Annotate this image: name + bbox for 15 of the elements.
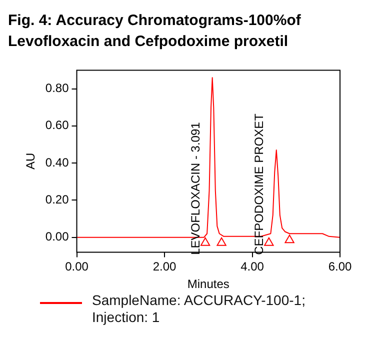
y-tick-label: 0.00 xyxy=(45,230,70,244)
y-tick-label: 0.60 xyxy=(45,118,70,132)
annotation: CEFPODOXIME PROXET xyxy=(252,112,266,255)
y-tick-label: 0.40 xyxy=(45,155,70,170)
chart-title: Fig. 4: Accuracy Chromatograms-100%of Levofloxacin and Cefpodoxime proxetil xyxy=(8,11,302,52)
x-tick-label: 6.00 xyxy=(328,260,352,274)
x-tick-label: 4.00 xyxy=(240,260,264,274)
x-axis-title: Minutes xyxy=(187,277,230,292)
y-axis-title: AU xyxy=(24,152,38,170)
x-tick-label: 2.00 xyxy=(152,260,177,274)
y-tick-label: 0.20 xyxy=(45,192,70,207)
x-tick-label: 0.00 xyxy=(65,260,89,274)
legend-label: SampleName: ACCURACY-100-1; Injection: 1 xyxy=(92,292,306,326)
annotation: LEVOFLOXACIN - 3.091 xyxy=(188,122,203,255)
y-tick-label: 0.80 xyxy=(45,81,70,96)
